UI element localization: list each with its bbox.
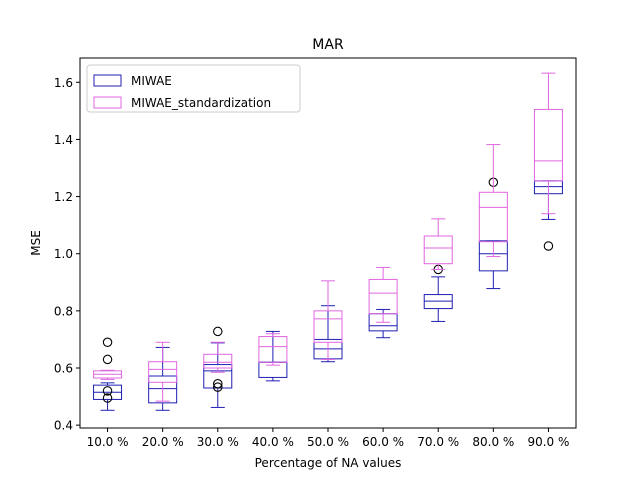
box bbox=[148, 341, 178, 402]
legend-item: MIWAE bbox=[93, 74, 172, 88]
box bbox=[478, 144, 508, 258]
y-tick-label: 1.4 bbox=[54, 133, 73, 147]
x-tick-label: 90.0 % bbox=[527, 435, 569, 449]
box bbox=[423, 218, 453, 270]
box bbox=[258, 333, 288, 366]
y-tick-label: 0.8 bbox=[54, 304, 73, 318]
box bbox=[368, 266, 398, 323]
legend-item: MIWAE_standardization bbox=[93, 96, 271, 110]
y-tick-label: 1.0 bbox=[54, 247, 73, 261]
outlier-point bbox=[102, 337, 113, 348]
y-tick-label: 0.6 bbox=[54, 362, 73, 376]
chart-title: MAR bbox=[312, 37, 344, 53]
y-axis: 0.4 0.6 0.8 1.0 1.2 1.4 1.6 bbox=[54, 76, 80, 433]
legend-label: MIWAE bbox=[131, 74, 172, 88]
x-tick-label: 40.0 % bbox=[252, 435, 294, 449]
legend-swatch bbox=[93, 74, 122, 87]
outlier-point bbox=[543, 241, 554, 251]
legend-swatch bbox=[93, 96, 122, 109]
y-tick-label: 1.2 bbox=[54, 190, 73, 204]
legend: MIWAE MIWAE_standardization bbox=[86, 64, 301, 113]
outlier-point bbox=[213, 378, 223, 389]
outlier-point bbox=[213, 326, 223, 337]
x-tick-label: 70.0 % bbox=[417, 435, 459, 449]
x-tick-label: 20.0 % bbox=[142, 435, 184, 449]
x-tick-label: 50.0 % bbox=[307, 435, 349, 449]
box bbox=[533, 72, 563, 215]
box bbox=[313, 280, 343, 360]
x-tick-label: 10.0 % bbox=[87, 435, 129, 449]
x-axis: 10.0 % 20.0 % 30.0 % 40.0 % 50.0 % 60.0 % 70.0… bbox=[87, 428, 569, 449]
x-tick-label: 80.0 % bbox=[472, 435, 514, 449]
x-axis-label: Percentage of NA values bbox=[255, 456, 402, 470]
outlier-point bbox=[102, 393, 113, 403]
y-tick-label: 0.4 bbox=[54, 419, 73, 433]
outlier-point bbox=[102, 386, 113, 396]
box bbox=[93, 337, 123, 411]
outlier-point bbox=[102, 354, 113, 365]
y-axis-label: MSE bbox=[29, 230, 43, 256]
box bbox=[203, 341, 233, 373]
series-miwae-standardization bbox=[93, 72, 563, 402]
outlier-point bbox=[213, 382, 223, 392]
y-tick-label: 1.6 bbox=[54, 76, 73, 90]
legend-frame bbox=[86, 64, 301, 113]
legend-label: MIWAE_standardization bbox=[131, 96, 271, 110]
box bbox=[93, 369, 123, 380]
x-tick-label: 60.0 % bbox=[362, 435, 404, 449]
boxes-layer bbox=[93, 72, 563, 411]
x-tick-label: 30.0 % bbox=[197, 435, 239, 449]
